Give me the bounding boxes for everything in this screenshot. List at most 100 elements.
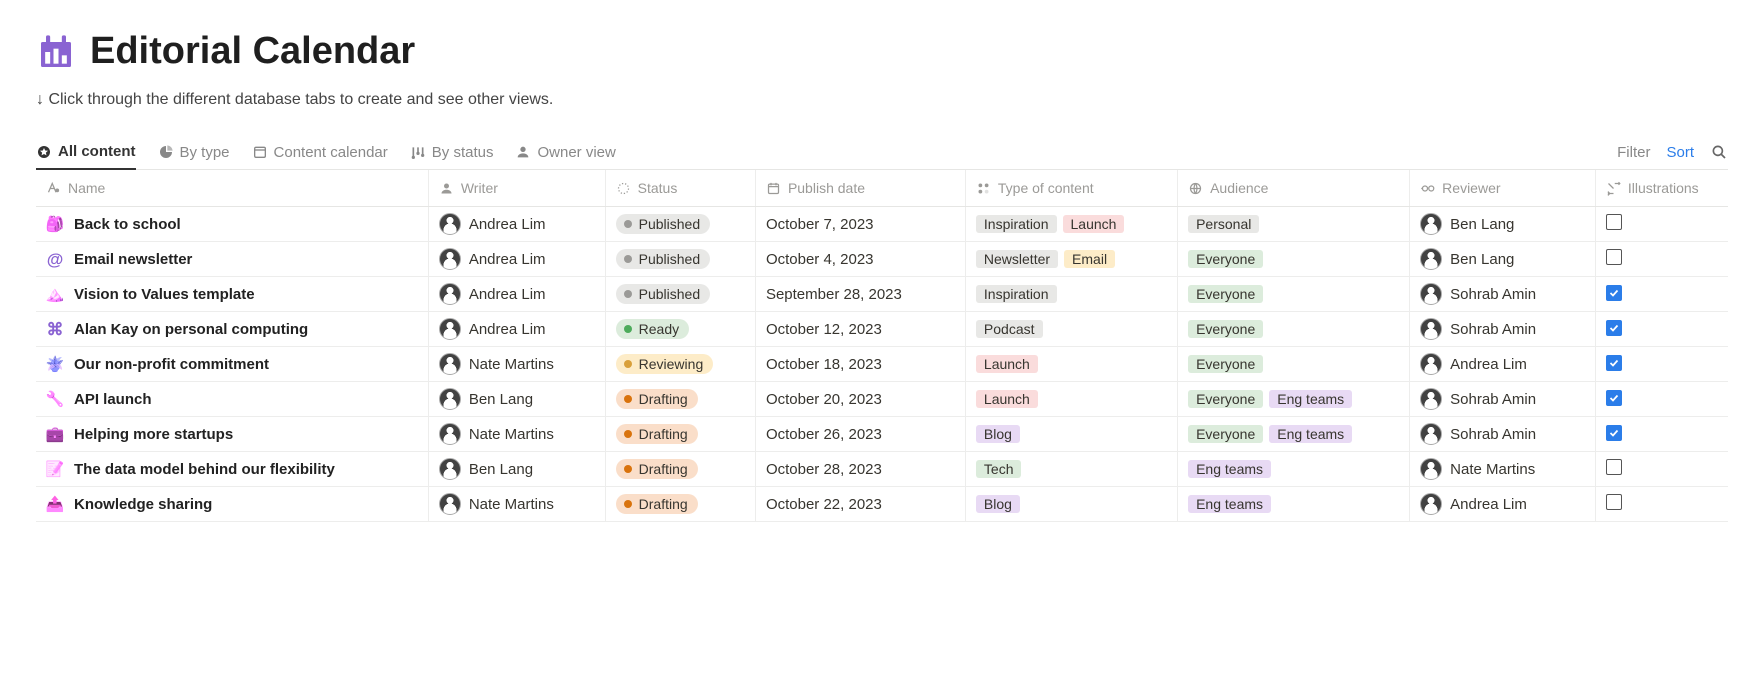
filter-button[interactable]: Filter <box>1617 144 1650 161</box>
checkbox-prop-icon <box>1606 181 1621 196</box>
tag: Everyone <box>1188 425 1263 443</box>
avatar <box>1420 318 1442 340</box>
illustrations-checkbox[interactable] <box>1606 214 1622 230</box>
writer: Andrea Lim <box>439 213 595 235</box>
col-audience[interactable]: Audience <box>1210 180 1268 196</box>
illustrations-checkbox[interactable] <box>1606 390 1622 406</box>
illustrations-checkbox[interactable] <box>1606 285 1622 301</box>
pie-icon <box>158 144 174 160</box>
status-label: Drafting <box>639 461 688 477</box>
tab-label: Content calendar <box>274 144 388 161</box>
reviewer-prop-icon <box>1420 181 1435 196</box>
reviewer: Sohrab Amin <box>1420 388 1585 410</box>
writer: Nate Martins <box>439 353 595 375</box>
col-name[interactable]: Name <box>68 180 105 196</box>
reviewer: Nate Martins <box>1420 458 1585 480</box>
row-name: Email newsletter <box>74 251 192 268</box>
col-status[interactable]: Status <box>638 180 678 196</box>
tab-owner-view[interactable]: Owner view <box>515 143 615 169</box>
tag: Blog <box>976 495 1020 513</box>
col-writer[interactable]: Writer <box>461 180 498 196</box>
status-pill: Drafting <box>616 459 698 479</box>
calendar-icon <box>252 144 268 160</box>
tag: Podcast <box>976 320 1043 338</box>
table-row[interactable]: 🔧API launchBen LangDraftingOctober 20, 2… <box>36 382 1728 417</box>
reviewer-name: Sohrab Amin <box>1450 426 1536 443</box>
illustrations-checkbox[interactable] <box>1606 320 1622 336</box>
illustrations-checkbox[interactable] <box>1606 249 1622 265</box>
tab-all-content[interactable]: All content <box>36 143 136 170</box>
avatar <box>1420 248 1442 270</box>
table-row[interactable]: ⌘Alan Kay on personal computingAndrea Li… <box>36 312 1728 347</box>
status-label: Published <box>639 286 701 302</box>
writer-name: Andrea Lim <box>469 321 546 338</box>
row-icon: 💼 <box>46 425 64 443</box>
row-icon: @ <box>46 250 64 268</box>
status-pill: Drafting <box>616 494 698 514</box>
tag: Eng teams <box>1188 495 1271 513</box>
writer: Andrea Lim <box>439 248 595 270</box>
tab-content-calendar[interactable]: Content calendar <box>252 143 388 169</box>
writer-name: Andrea Lim <box>469 286 546 303</box>
tag: Launch <box>976 390 1038 408</box>
tab-label: Owner view <box>537 144 615 161</box>
row-icon: 🔧 <box>46 390 64 408</box>
status-pill: Published <box>616 284 711 304</box>
col-type[interactable]: Type of content <box>998 180 1094 196</box>
publish-date: September 28, 2023 <box>766 286 902 303</box>
table-row[interactable]: 🎒Back to schoolAndrea LimPublishedOctobe… <box>36 207 1728 242</box>
tab-by-type[interactable]: By type <box>158 143 230 169</box>
reviewer-name: Ben Lang <box>1450 251 1514 268</box>
illustrations-checkbox[interactable] <box>1606 459 1622 475</box>
status-label: Published <box>639 216 701 232</box>
reviewer: Andrea Lim <box>1420 353 1585 375</box>
table-row[interactable]: 🏔️Vision to Values templateAndrea LimPub… <box>36 277 1728 312</box>
avatar <box>1420 213 1442 235</box>
col-date[interactable]: Publish date <box>788 180 865 196</box>
table-row[interactable]: 💼Helping more startupsNate MartinsDrafti… <box>36 417 1728 452</box>
col-reviewer[interactable]: Reviewer <box>1442 180 1500 196</box>
status-label: Drafting <box>639 426 688 442</box>
col-illustrations[interactable]: Illustrations <box>1628 180 1699 196</box>
row-name: Our non-profit commitment <box>74 356 269 373</box>
tab-by-status[interactable]: By status <box>410 143 494 169</box>
tag: Launch <box>1063 215 1125 233</box>
content-table: Name Writer Status Publish date Type of … <box>36 170 1728 522</box>
writer-name: Ben Lang <box>469 391 533 408</box>
reviewer-name: Nate Martins <box>1450 461 1535 478</box>
status-label: Published <box>639 251 701 267</box>
status-pill: Drafting <box>616 424 698 444</box>
row-icon: 🎒 <box>46 215 64 233</box>
reviewer-name: Ben Lang <box>1450 216 1514 233</box>
publish-date: October 26, 2023 <box>766 426 882 443</box>
row-icon: 📤 <box>46 495 64 513</box>
illustrations-checkbox[interactable] <box>1606 494 1622 510</box>
avatar <box>1420 493 1442 515</box>
writer-name: Nate Martins <box>469 356 554 373</box>
table-row[interactable]: 📤Knowledge sharingNate MartinsDraftingOc… <box>36 487 1728 522</box>
illustrations-checkbox[interactable] <box>1606 355 1622 371</box>
table-row[interactable]: 🪴Our non-profit commitmentNate MartinsRe… <box>36 347 1728 382</box>
row-icon: 🏔️ <box>46 285 64 303</box>
reviewer-name: Andrea Lim <box>1450 496 1527 513</box>
page-header: Editorial Calendar <box>36 30 1728 73</box>
row-name: Alan Kay on personal computing <box>74 321 308 338</box>
table-row[interactable]: 📝The data model behind our flexibilityBe… <box>36 452 1728 487</box>
tab-label: All content <box>58 143 136 160</box>
reviewer: Sohrab Amin <box>1420 423 1585 445</box>
avatar <box>439 458 461 480</box>
writer: Nate Martins <box>439 423 595 445</box>
tab-label: By type <box>180 144 230 161</box>
tabs-row: All content By type Content calendar By sta… <box>36 143 1728 170</box>
tag: Everyone <box>1188 250 1263 268</box>
sort-button[interactable]: Sort <box>1666 144 1694 161</box>
illustrations-checkbox[interactable] <box>1606 425 1622 441</box>
reviewer: Sohrab Amin <box>1420 283 1585 305</box>
writer: Ben Lang <box>439 388 595 410</box>
tag: Everyone <box>1188 285 1263 303</box>
table-row[interactable]: @ Email newsletter Andrea Lim Published Octo… <box>36 242 1728 277</box>
writer-name: Andrea Lim <box>469 216 546 233</box>
search-icon[interactable] <box>1710 143 1728 161</box>
tag: Eng teams <box>1269 390 1352 408</box>
publish-date: October 4, 2023 <box>766 251 874 268</box>
